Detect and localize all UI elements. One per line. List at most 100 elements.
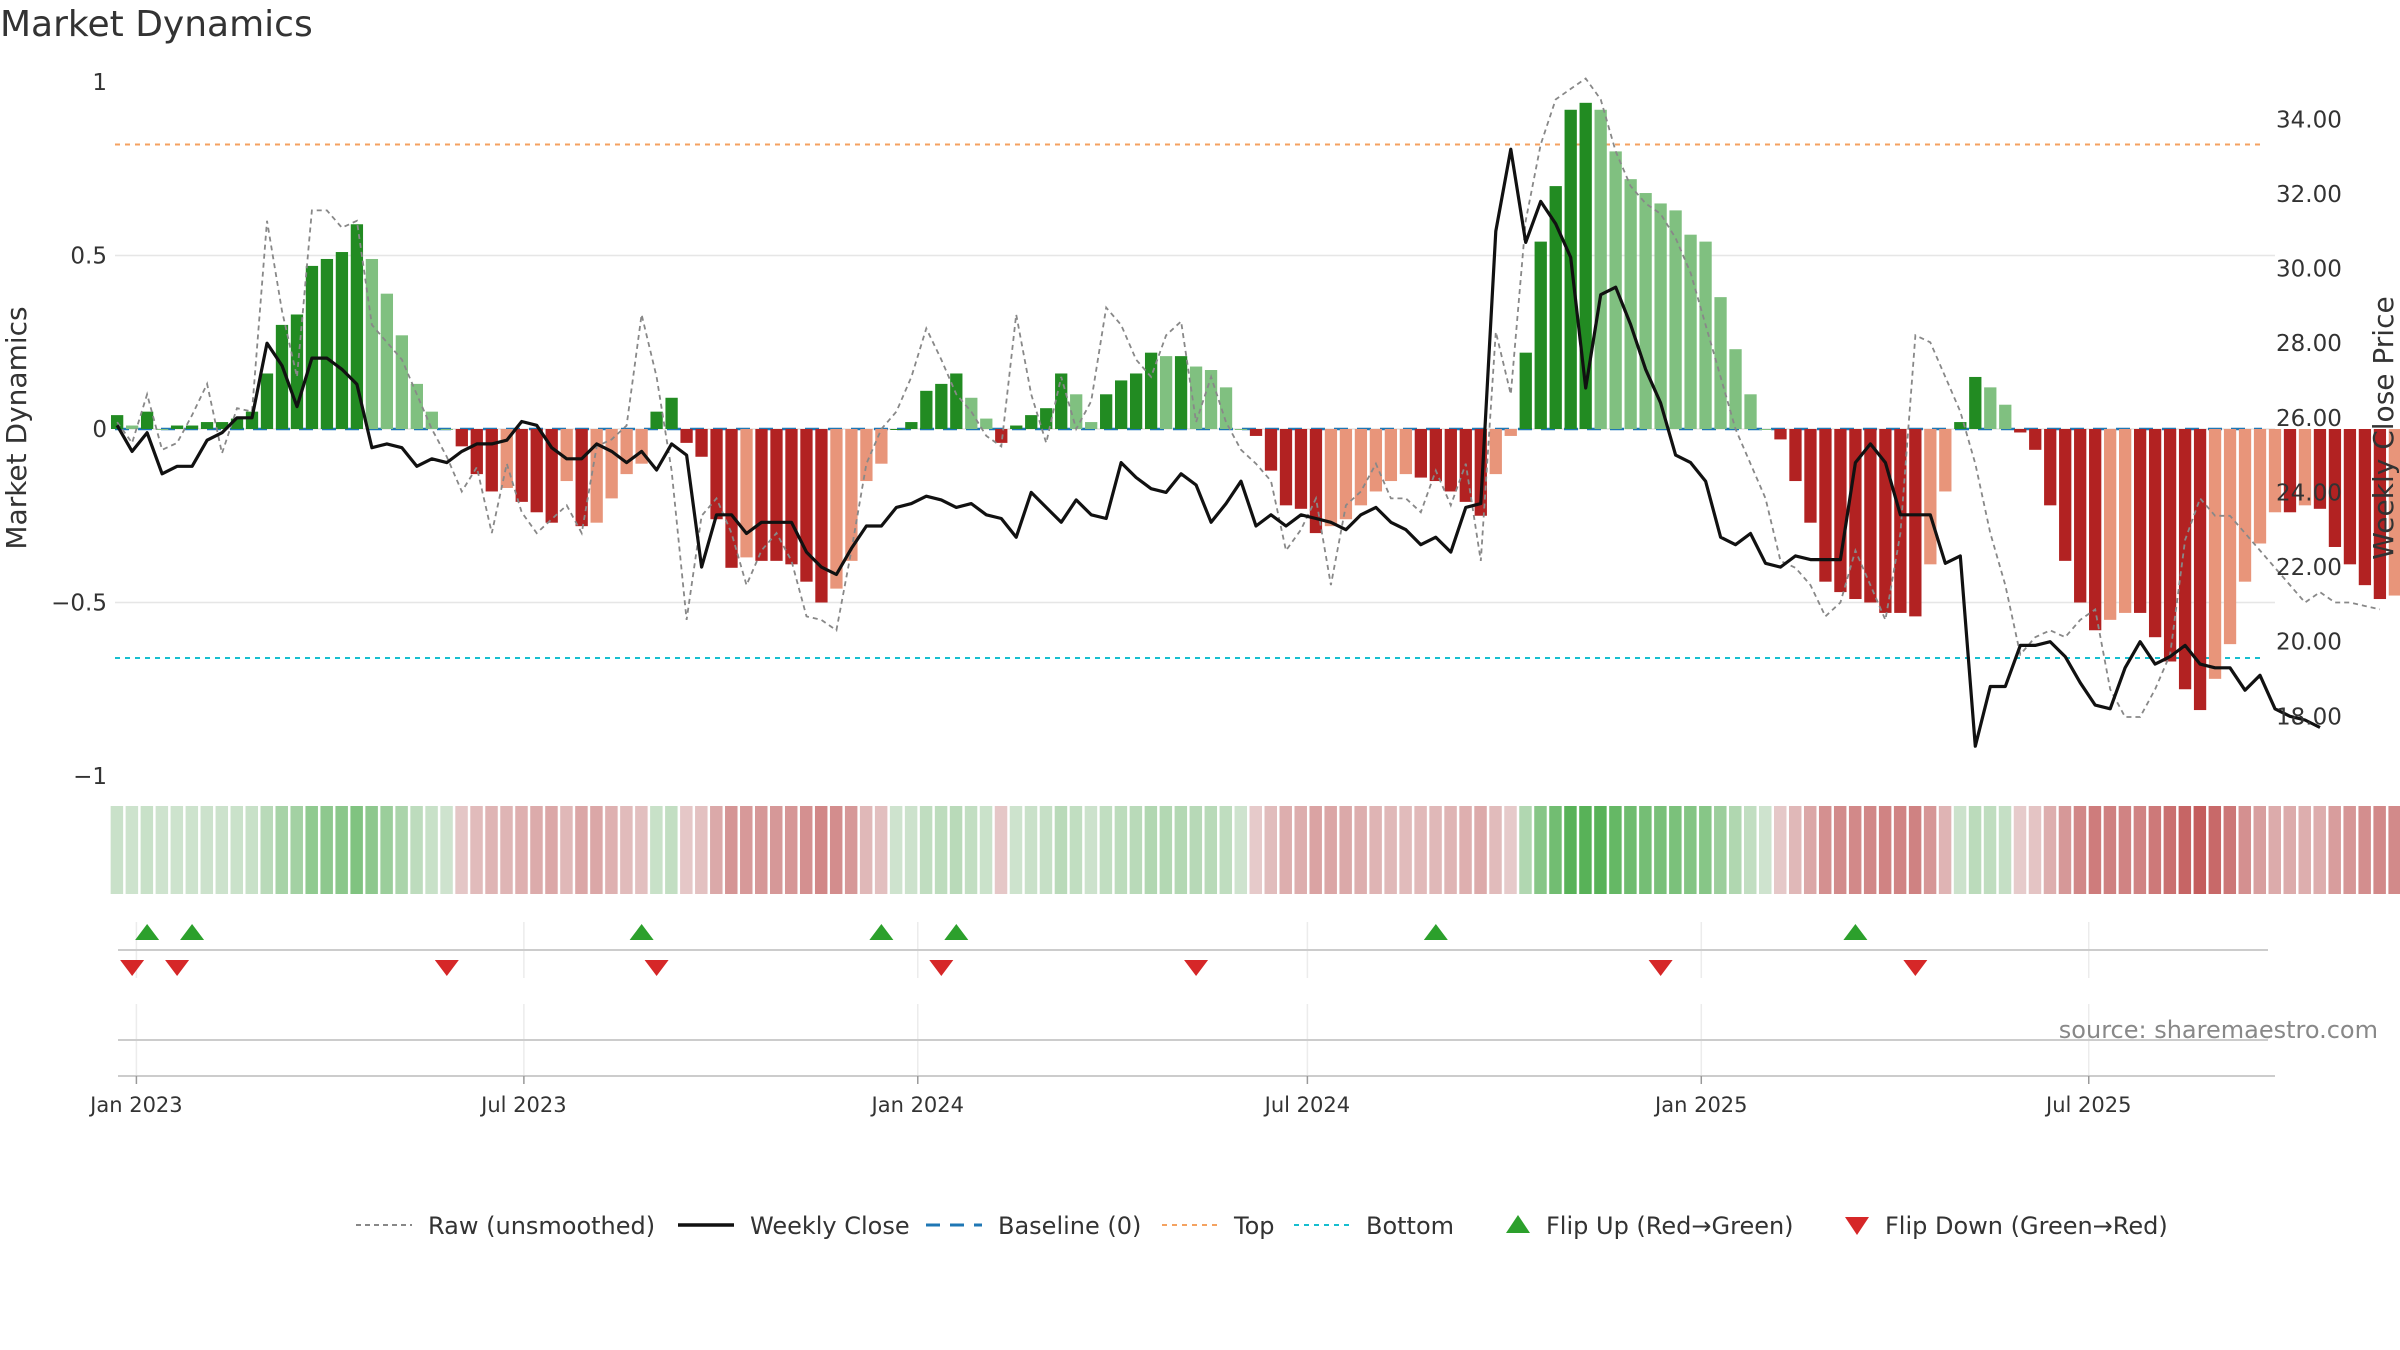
heat-cell [1504,806,1517,894]
heat-cell [2193,806,2207,894]
bar [2388,429,2400,596]
heat-cell [2283,806,2296,894]
legend-label: Flip Down (Green→Red) [1885,1212,2168,1240]
bar [2358,429,2372,586]
heat-cell [1788,806,1802,894]
heat-cell [590,806,603,894]
bar [380,293,394,429]
bar [1984,387,1997,429]
legend-item-top: Top [1162,1212,1275,1240]
heat-cell [2013,806,2027,894]
bar [530,429,543,513]
heat-cell [799,806,813,894]
bar [1759,429,1772,430]
heat-cell [1878,806,1892,894]
heat-cell [1039,806,1053,894]
heat-cell [1773,806,1787,894]
bar [1174,356,1188,429]
heat-cell [410,806,423,894]
bar [2238,429,2252,582]
bar [1309,429,1323,534]
bar [170,425,184,429]
heat-cell [1384,806,1397,894]
legend-label: Bottom [1366,1212,1454,1240]
heat-cell [740,806,753,894]
bar [1025,415,1038,429]
heat-cell [934,806,948,894]
bar [2178,429,2192,690]
bar [2313,429,2327,509]
legend: Raw (unsmoothed) Weekly Close Baseline (0)… [356,1212,2168,1240]
bar [1384,429,1398,482]
heat-cell [1324,806,1337,894]
heat-cell [560,806,573,894]
heat-cell [1699,806,1712,894]
heat-cell [1129,806,1143,894]
bar [1924,429,1937,565]
bar [1010,425,1023,429]
heat-cell [1998,806,2012,894]
bar [2104,429,2117,620]
y2-tick-label: 20.00 [2276,630,2342,656]
bar [2029,429,2042,450]
y2-axis-title: Weekly Close Price [2367,296,2400,559]
bar [140,411,154,429]
heat-cell [185,806,199,894]
heat-cell [1054,806,1068,894]
bar [1504,429,1517,436]
bar [2253,429,2267,544]
bar [1234,429,1248,430]
flip-up-marker [135,924,160,940]
heat-cell [784,806,798,894]
heat-cell [455,806,468,894]
bar [2163,429,2177,662]
bar [2148,429,2162,638]
bar [620,429,633,475]
y-tick-label: 0.5 [70,244,107,270]
flip-up-marker [180,924,205,940]
y-tick-label: 1 [92,70,107,96]
bar [920,390,933,429]
legend-item-bottom: Bottom [1294,1212,1454,1240]
x-tick-label: Jul 2023 [479,1093,566,1117]
heat-cell [2373,806,2386,894]
page-title: Market Dynamics [0,4,313,45]
bar [1864,429,1877,603]
heat-cell [2208,806,2222,894]
bar [830,429,843,589]
bar [950,373,963,429]
heat-cell [2058,806,2072,894]
y2-tick-label: 24.00 [2276,480,2342,506]
bar [770,429,783,561]
bar [1714,297,1727,429]
bar [245,411,259,429]
legend-swatch-flip-down [1845,1217,1869,1235]
heat-cell [2268,806,2281,894]
bar [590,429,603,523]
y2-tick-label: 28.00 [2276,331,2342,357]
bar [1354,429,1368,506]
legend-label: Weekly Close [750,1212,910,1240]
heat-cell [110,806,124,894]
heat-cell [1099,806,1113,894]
bar [1939,429,1952,492]
raw-series [116,77,2381,718]
bar [410,383,423,429]
bar [1264,429,1278,471]
heat-cell [1069,806,1083,894]
legend-label: Raw (unsmoothed) [428,1212,655,1240]
heat-cell [994,806,1008,894]
bar [305,265,319,429]
heat-cell [350,806,363,894]
heat-cell [1564,806,1577,894]
heat-cell [979,806,993,894]
heat-cell [1339,806,1352,894]
bar [1159,356,1173,429]
source-label: source: sharemaestro.com [2059,1016,2378,1044]
heat-cell [1489,806,1502,894]
flip-down-marker [120,960,145,976]
heat-cell [2103,806,2117,894]
heat-cell [2313,806,2326,894]
bar [125,425,139,429]
heat-cell [1624,806,1637,894]
